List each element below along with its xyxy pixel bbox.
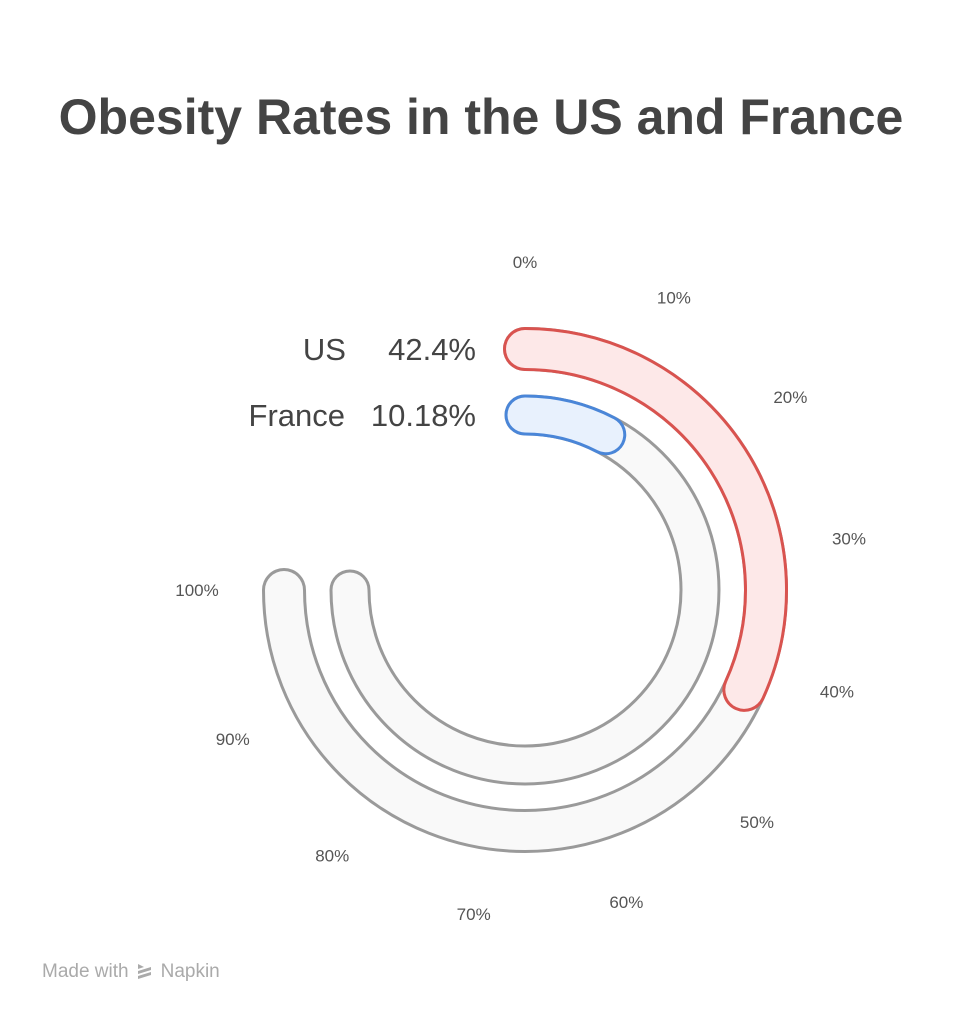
chart-title: Obesity Rates in the US and France bbox=[58, 89, 904, 145]
tick-label: 90% bbox=[216, 730, 250, 749]
tick-label: 70% bbox=[457, 905, 491, 924]
series-value-label: 42.4% bbox=[388, 332, 476, 367]
napkin-logo-icon bbox=[137, 964, 151, 979]
bar-us bbox=[506, 330, 785, 709]
tick-label: 100% bbox=[175, 581, 218, 600]
tick-label: 40% bbox=[820, 682, 854, 701]
series-value-label: 10.18% bbox=[371, 398, 476, 433]
footer: Made with Napkin bbox=[42, 961, 220, 983]
series-name-label: US bbox=[303, 332, 346, 367]
tick-label: 50% bbox=[740, 813, 774, 832]
napkin-brand: Napkin bbox=[160, 961, 220, 982]
bar-france bbox=[507, 397, 624, 453]
tick-label: 10% bbox=[657, 289, 691, 308]
made-with-text: Made with bbox=[42, 961, 129, 982]
tick-label: 0% bbox=[513, 253, 538, 272]
tick-label: 80% bbox=[315, 846, 349, 865]
series-name-label: France bbox=[249, 398, 345, 433]
tick-label: 60% bbox=[609, 893, 643, 912]
track-france bbox=[332, 397, 718, 783]
tick-label: 20% bbox=[773, 388, 807, 407]
tick-label: 30% bbox=[832, 530, 866, 549]
